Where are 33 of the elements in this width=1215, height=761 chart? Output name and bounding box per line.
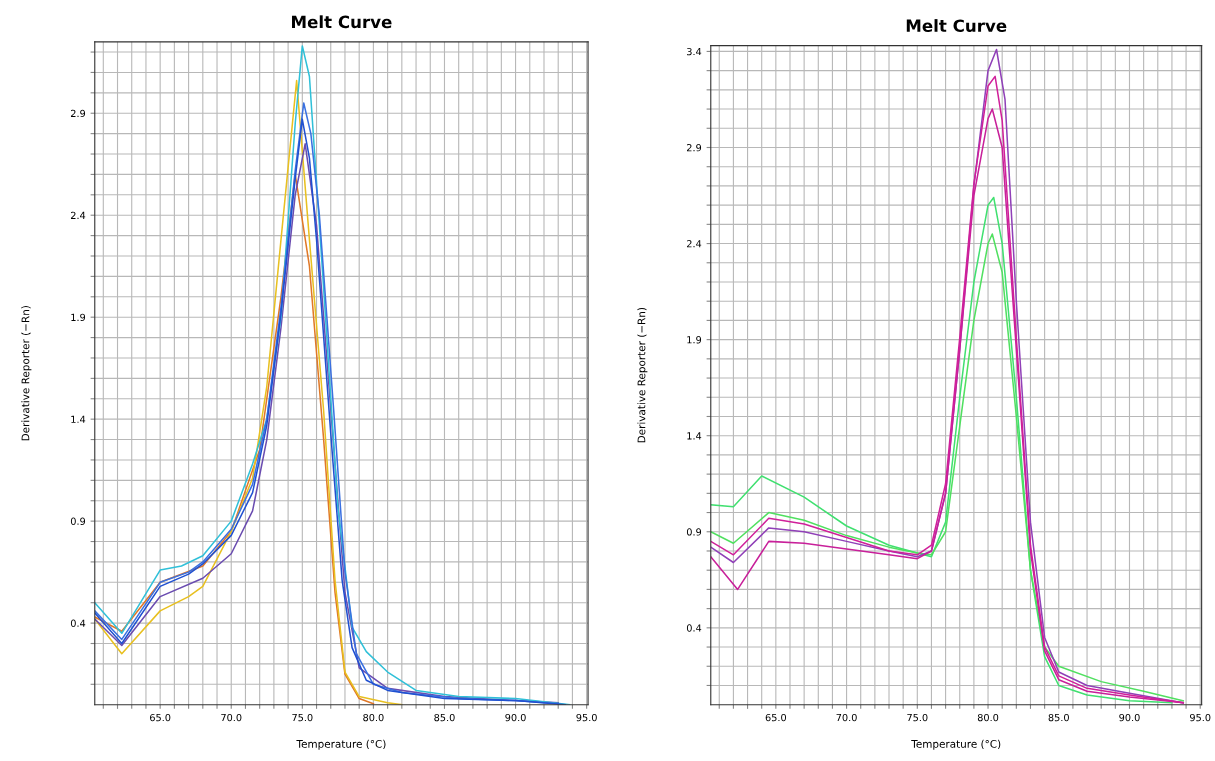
x-tick-label: 85.0 xyxy=(1048,713,1069,722)
y-tick-label: 2.9 xyxy=(687,143,702,152)
x-tick-label: 90.0 xyxy=(505,713,526,722)
x-tick-label: 95.0 xyxy=(1190,713,1211,722)
x-tick-label: 70.0 xyxy=(836,713,857,722)
y-tick-label: 2.9 xyxy=(70,109,86,118)
x-tick-label: 90.0 xyxy=(1119,713,1140,722)
y-tick-label: 1.4 xyxy=(687,432,702,440)
y-tick-label: 3.4 xyxy=(687,47,702,56)
y-tick-label: 2.4 xyxy=(70,211,86,219)
y-tick-label: 0.4 xyxy=(686,624,702,632)
y-tick-label: 1.4 xyxy=(71,415,86,423)
x-tick-label: 75.0 xyxy=(292,713,313,722)
x-tick-label: 80.0 xyxy=(977,713,999,722)
x-tick-label: 65.0 xyxy=(765,713,787,722)
x-tick-label: 65.0 xyxy=(150,713,171,722)
y-tick-label: 0.4 xyxy=(70,619,86,627)
chart-title: Melt Curve xyxy=(906,19,1007,33)
x-axis-title: Temperature (°C) xyxy=(296,739,386,750)
x-tick-label: 70.0 xyxy=(221,713,242,722)
x-tick-label: 95.0 xyxy=(576,713,597,722)
y-tick-label: 0.9 xyxy=(70,517,86,525)
chart-title: Melt Curve xyxy=(292,15,392,29)
x-tick-label: 80.0 xyxy=(363,713,384,722)
y-axis-title: Derivative Reporter (−Rn) xyxy=(637,307,648,443)
x-axis-title: Temperature (°C) xyxy=(911,739,1001,750)
y-tick-label: 1.9 xyxy=(687,336,702,344)
y-axis-title: Derivative Reporter (−Rn) xyxy=(21,306,32,441)
x-tick-label: 75.0 xyxy=(907,713,928,722)
y-tick-label: 1.9 xyxy=(71,313,86,322)
y-tick-label: 0.9 xyxy=(686,528,702,536)
y-tick-label: 2.4 xyxy=(687,240,702,248)
x-tick-label: 85.0 xyxy=(434,713,455,722)
